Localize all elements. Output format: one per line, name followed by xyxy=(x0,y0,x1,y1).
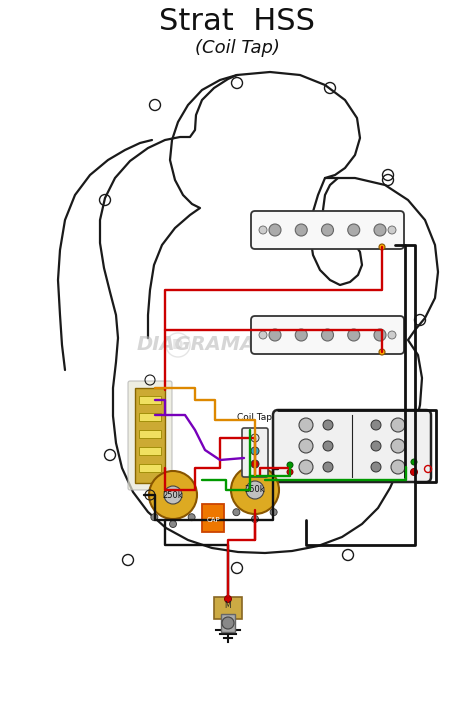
Text: 250k: 250k xyxy=(163,491,183,500)
Circle shape xyxy=(299,439,313,453)
Circle shape xyxy=(321,224,334,236)
Bar xyxy=(139,447,161,455)
Circle shape xyxy=(410,468,418,475)
FancyBboxPatch shape xyxy=(242,428,268,477)
Circle shape xyxy=(287,469,293,475)
FancyBboxPatch shape xyxy=(251,316,404,354)
Text: (Coil Tap): (Coil Tap) xyxy=(194,39,280,57)
Circle shape xyxy=(379,349,385,355)
Circle shape xyxy=(379,244,385,250)
Circle shape xyxy=(371,441,381,451)
Circle shape xyxy=(233,509,240,516)
Circle shape xyxy=(252,515,258,522)
Circle shape xyxy=(246,481,264,499)
Circle shape xyxy=(388,331,396,339)
Bar xyxy=(139,413,161,421)
Circle shape xyxy=(391,418,405,432)
Text: Coil Tap: Coil Tap xyxy=(237,413,273,423)
Bar xyxy=(214,597,242,619)
Circle shape xyxy=(411,459,417,465)
Circle shape xyxy=(299,460,313,474)
Circle shape xyxy=(270,509,277,516)
FancyBboxPatch shape xyxy=(273,410,431,482)
Circle shape xyxy=(164,486,182,504)
FancyBboxPatch shape xyxy=(128,381,172,490)
Circle shape xyxy=(391,439,405,453)
Circle shape xyxy=(251,434,259,442)
Circle shape xyxy=(371,462,381,472)
Circle shape xyxy=(231,466,279,514)
Circle shape xyxy=(295,224,307,236)
Circle shape xyxy=(170,520,176,527)
Circle shape xyxy=(374,329,386,341)
Circle shape xyxy=(188,514,195,521)
Bar xyxy=(202,504,224,532)
Circle shape xyxy=(287,462,293,468)
Bar xyxy=(135,388,165,483)
Circle shape xyxy=(222,617,234,629)
Text: D: D xyxy=(172,338,184,352)
Circle shape xyxy=(149,471,197,519)
FancyBboxPatch shape xyxy=(251,211,404,249)
Circle shape xyxy=(321,329,334,341)
Text: 250k: 250k xyxy=(245,486,265,494)
Circle shape xyxy=(388,226,396,234)
Text: CAP: CAP xyxy=(206,517,220,523)
Circle shape xyxy=(391,460,405,474)
Bar xyxy=(139,430,161,438)
Circle shape xyxy=(323,441,333,451)
Circle shape xyxy=(269,329,281,341)
Bar xyxy=(139,396,161,404)
Circle shape xyxy=(151,514,158,521)
Circle shape xyxy=(374,224,386,236)
Circle shape xyxy=(299,418,313,432)
Circle shape xyxy=(323,462,333,472)
Text: Strat  HSS: Strat HSS xyxy=(159,8,315,37)
Text: DIAGRAMART: DIAGRAMART xyxy=(137,335,283,354)
Circle shape xyxy=(348,224,360,236)
Circle shape xyxy=(259,331,267,339)
Text: M: M xyxy=(225,600,231,610)
Circle shape xyxy=(323,420,333,430)
Bar xyxy=(221,614,235,632)
Circle shape xyxy=(269,224,281,236)
Circle shape xyxy=(259,226,267,234)
Circle shape xyxy=(348,329,360,341)
Circle shape xyxy=(371,420,381,430)
Circle shape xyxy=(225,595,231,602)
Bar xyxy=(139,464,161,472)
Circle shape xyxy=(251,447,259,455)
Circle shape xyxy=(295,329,307,341)
Circle shape xyxy=(251,460,259,468)
